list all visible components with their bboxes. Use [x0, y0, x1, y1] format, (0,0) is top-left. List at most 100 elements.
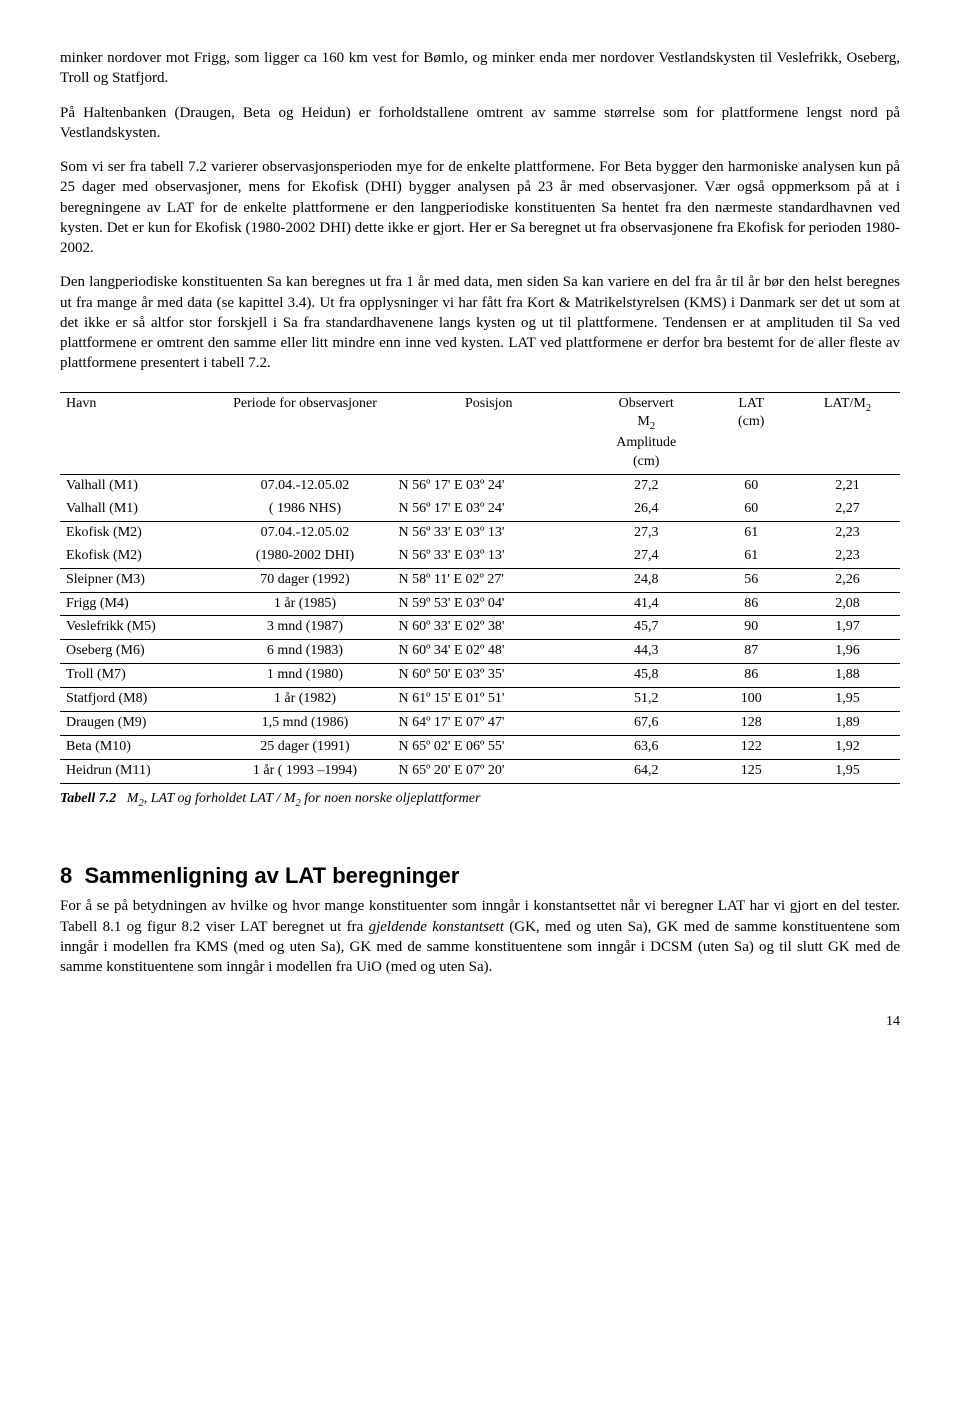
table-cell: 87: [707, 640, 795, 664]
col-m2: Observert M2 Amplitude (cm): [585, 392, 707, 475]
table-cell: 3 mnd (1987): [217, 616, 392, 640]
table-cell: 07.04.-12.05.02: [217, 475, 392, 498]
col-periode: Periode for observasjoner: [217, 392, 392, 475]
table-row: Valhall (M1)07.04.-12.05.02N 56º 17' E 0…: [60, 475, 900, 498]
table-cell: 2,26: [795, 568, 900, 592]
table-cell: N 58º 11' E 02º 27': [392, 568, 585, 592]
table-cell: 90: [707, 616, 795, 640]
table-row: Troll (M7)1 mnd (1980)N 60º 50' E 03º 35…: [60, 664, 900, 688]
table-cell: 45,7: [585, 616, 707, 640]
table-cell: 2,27: [795, 498, 900, 521]
table-cell: 61: [707, 521, 795, 544]
table-cell: Draugen (M9): [60, 712, 217, 736]
table-cell: 56: [707, 568, 795, 592]
table-cell: 2,23: [795, 521, 900, 544]
table-cell: Troll (M7): [60, 664, 217, 688]
paragraph-4: Den langperiodiske konstituenten Sa kan …: [60, 272, 900, 373]
table-row: Heidrun (M11)1 år ( 1993 –1994)N 65º 20'…: [60, 759, 900, 783]
table-cell: 100: [707, 688, 795, 712]
table-row: Sleipner (M3)70 dager (1992)N 58º 11' E …: [60, 568, 900, 592]
section-body: For å se på betydningen av hvilke og hvo…: [60, 896, 900, 977]
table-cell: N 59º 53' E 03º 04': [392, 592, 585, 616]
table-cell: 1 år (1982): [217, 688, 392, 712]
table-cell: 2,08: [795, 592, 900, 616]
table-cell: 1,88: [795, 664, 900, 688]
table-cell: Ekofisk (M2): [60, 545, 217, 568]
table-cell: Heidrun (M11): [60, 759, 217, 783]
table-row: Veslefrikk (M5)3 mnd (1987)N 60º 33' E 0…: [60, 616, 900, 640]
table-cell: Valhall (M1): [60, 475, 217, 498]
table-cell: 61: [707, 545, 795, 568]
table-cell: N 56º 17' E 03º 24': [392, 475, 585, 498]
table-cell: 27,3: [585, 521, 707, 544]
table-row: Draugen (M9)1,5 mnd (1986)N 64º 17' E 07…: [60, 712, 900, 736]
table-cell: 86: [707, 592, 795, 616]
table-cell: 26,4: [585, 498, 707, 521]
table-cell: (1980-2002 DHI): [217, 545, 392, 568]
table-row: Valhall (M1)( 1986 NHS)N 56º 17' E 03º 2…: [60, 498, 900, 521]
table-cell: Beta (M10): [60, 735, 217, 759]
table-cell: 27,4: [585, 545, 707, 568]
table-cell: 125: [707, 759, 795, 783]
paragraph-3: Som vi ser fra tabell 7.2 varierer obser…: [60, 157, 900, 258]
table-cell: 07.04.-12.05.02: [217, 521, 392, 544]
table-cell: N 60º 33' E 02º 38': [392, 616, 585, 640]
paragraph-1: minker nordover mot Frigg, som ligger ca…: [60, 48, 900, 89]
table-cell: N 65º 20' E 07º 20': [392, 759, 585, 783]
table-row: Oseberg (M6)6 mnd (1983)N 60º 34' E 02º …: [60, 640, 900, 664]
table-cell: N 56º 33' E 03º 13': [392, 545, 585, 568]
table-cell: 122: [707, 735, 795, 759]
table-cell: Veslefrikk (M5): [60, 616, 217, 640]
table-cell: 51,2: [585, 688, 707, 712]
table-cell: N 64º 17' E 07º 47': [392, 712, 585, 736]
table-cell: Frigg (M4): [60, 592, 217, 616]
col-havn: Havn: [60, 392, 217, 475]
table-row: Ekofisk (M2)07.04.-12.05.02N 56º 33' E 0…: [60, 521, 900, 544]
table-cell: 2,23: [795, 545, 900, 568]
table-cell: N 60º 50' E 03º 35': [392, 664, 585, 688]
table-header-row: Havn Periode for observasjoner Posisjon …: [60, 392, 900, 475]
table-row: Statfjord (M8)1 år (1982)N 61º 15' E 01º…: [60, 688, 900, 712]
col-posisjon: Posisjon: [392, 392, 585, 475]
col-ratio: LAT/M2: [795, 392, 900, 475]
table-cell: 2,21: [795, 475, 900, 498]
table-cell: N 65º 02' E 06º 55': [392, 735, 585, 759]
table-cell: 60: [707, 475, 795, 498]
table-cell: 128: [707, 712, 795, 736]
table-cell: Statfjord (M8): [60, 688, 217, 712]
table-cell: 6 mnd (1983): [217, 640, 392, 664]
table-cell: N 61º 15' E 01º 51': [392, 688, 585, 712]
table-cell: 1,96: [795, 640, 900, 664]
table-cell: 63,6: [585, 735, 707, 759]
table-cell: 60: [707, 498, 795, 521]
table-cell: 1 mnd (1980): [217, 664, 392, 688]
table-cell: 45,8: [585, 664, 707, 688]
platforms-table: Havn Periode for observasjoner Posisjon …: [60, 392, 900, 784]
table-cell: Valhall (M1): [60, 498, 217, 521]
table-cell: N 60º 34' E 02º 48': [392, 640, 585, 664]
section-heading: 8 Sammenligning av LAT beregninger: [60, 861, 900, 891]
table-cell: Ekofisk (M2): [60, 521, 217, 544]
table-caption: Tabell 7.2 M2, LAT og forholdet LAT / M2…: [60, 790, 900, 811]
table-cell: 1,92: [795, 735, 900, 759]
col-lat: LAT (cm): [707, 392, 795, 475]
table-row: Beta (M10)25 dager (1991)N 65º 02' E 06º…: [60, 735, 900, 759]
table-cell: 70 dager (1992): [217, 568, 392, 592]
table-cell: 1,97: [795, 616, 900, 640]
table-cell: 1,95: [795, 759, 900, 783]
table-cell: 1,95: [795, 688, 900, 712]
paragraph-2: På Haltenbanken (Draugen, Beta og Heidun…: [60, 103, 900, 144]
table-row: Frigg (M4)1 år (1985)N 59º 53' E 03º 04'…: [60, 592, 900, 616]
table-cell: N 56º 17' E 03º 24': [392, 498, 585, 521]
table-cell: 27,2: [585, 475, 707, 498]
table-cell: 64,2: [585, 759, 707, 783]
table-cell: 1 år (1985): [217, 592, 392, 616]
table-cell: 44,3: [585, 640, 707, 664]
table-cell: 86: [707, 664, 795, 688]
table-cell: N 56º 33' E 03º 13': [392, 521, 585, 544]
table-cell: Oseberg (M6): [60, 640, 217, 664]
table-cell: Sleipner (M3): [60, 568, 217, 592]
table-cell: ( 1986 NHS): [217, 498, 392, 521]
table-row: Ekofisk (M2)(1980-2002 DHI)N 56º 33' E 0…: [60, 545, 900, 568]
table-cell: 1,89: [795, 712, 900, 736]
